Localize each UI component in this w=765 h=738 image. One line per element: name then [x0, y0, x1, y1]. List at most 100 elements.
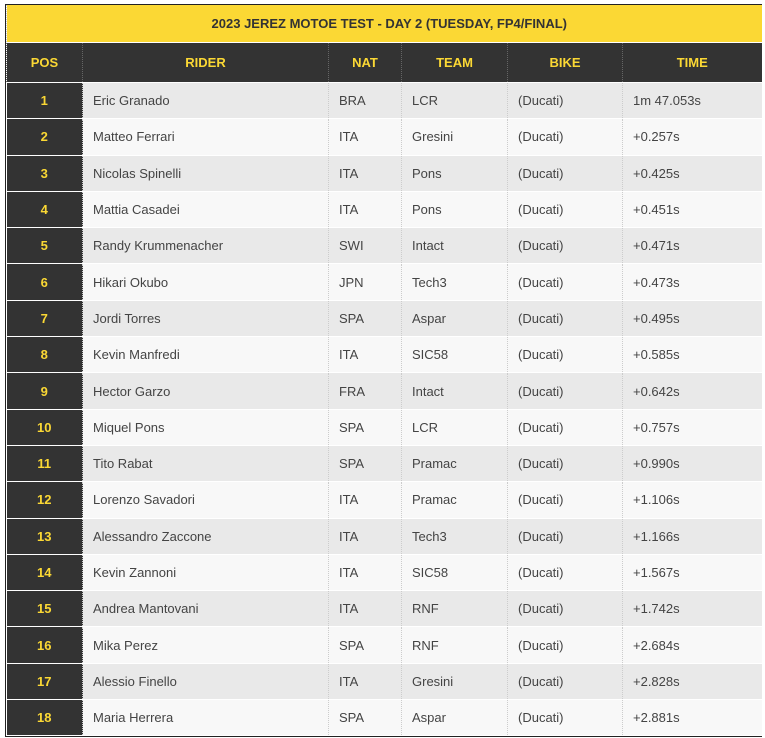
- cell-pos: 17: [6, 663, 83, 700]
- cell-rider: Tito Rabat: [82, 445, 329, 482]
- cell-pos: 2: [6, 118, 83, 156]
- cell-bike: (Ducati): [507, 155, 623, 192]
- cell-pos: 10: [6, 409, 83, 446]
- cell-rider: Kevin Manfredi: [82, 336, 329, 373]
- cell-pos: 12: [6, 481, 83, 519]
- cell-team: Aspar: [401, 300, 508, 337]
- results-table: 2023 JEREZ MOTOE TEST - DAY 2 (TUESDAY, …: [5, 5, 762, 736]
- cell-bike: (Ducati): [507, 372, 623, 410]
- cell-time: +0.495s: [621, 300, 762, 337]
- cell-bike: (Ducati): [507, 191, 623, 228]
- cell-nat: ITA: [328, 481, 402, 519]
- cell-nat: SPA: [328, 626, 402, 664]
- cell-bike: (Ducati): [507, 227, 623, 264]
- cell-nat: ITA: [328, 518, 402, 555]
- cell-team: Pons: [401, 191, 508, 228]
- cell-rider: Miquel Pons: [82, 409, 329, 446]
- cell-rider: Nicolas Spinelli: [82, 155, 329, 192]
- cell-rider: Alessandro Zaccone: [82, 518, 329, 555]
- table-row: 12 Lorenzo Savadori ITA Pramac (Ducati) +1.10…: [6, 481, 762, 519]
- cell-team: Pramac: [401, 481, 508, 519]
- cell-nat: SPA: [328, 409, 402, 446]
- cell-team: Tech3: [401, 518, 508, 555]
- cell-time: +0.757s: [621, 409, 762, 446]
- cell-time: +1.166s: [621, 518, 762, 555]
- cell-bike: (Ducati): [507, 263, 623, 301]
- cell-team: Gresini: [401, 663, 508, 700]
- cell-nat: ITA: [328, 663, 402, 700]
- header-rider: RIDER: [82, 42, 329, 83]
- cell-nat: SPA: [328, 699, 402, 736]
- cell-pos: 13: [6, 518, 83, 555]
- table-row: 9 Hector Garzo FRA Intact (Ducati) +0.642s: [6, 372, 762, 410]
- table-title: 2023 JEREZ MOTOE TEST - DAY 2 (TUESDAY, …: [5, 5, 762, 43]
- cell-pos: 1: [6, 82, 83, 119]
- table-row: 6 Hikari Okubo JPN Tech3 (Ducati) +0.473s: [6, 263, 762, 301]
- cell-rider: Andrea Mantovani: [82, 590, 329, 627]
- cell-nat: ITA: [328, 118, 402, 156]
- cell-bike: (Ducati): [507, 409, 623, 446]
- cell-pos: 11: [6, 445, 83, 482]
- cell-time: +1.567s: [621, 554, 762, 591]
- cell-rider: Lorenzo Savadori: [82, 481, 329, 519]
- cell-time: +2.684s: [621, 626, 762, 664]
- table-row: 11 Tito Rabat SPA Pramac (Ducati) +0.990s: [6, 445, 762, 482]
- cell-team: LCR: [401, 82, 508, 119]
- cell-bike: (Ducati): [507, 663, 623, 700]
- cell-time: +0.585s: [621, 336, 762, 373]
- cell-time: +0.425s: [621, 155, 762, 192]
- table-row: 2 Matteo Ferrari ITA Gresini (Ducati) +0.257s: [6, 118, 762, 156]
- cell-time: +0.451s: [621, 191, 762, 228]
- cell-pos: 15: [6, 590, 83, 627]
- cell-rider: Maria Herrera: [82, 699, 329, 736]
- cell-nat: SWI: [328, 227, 402, 264]
- cell-team: Pramac: [401, 445, 508, 482]
- cell-bike: (Ducati): [507, 554, 623, 591]
- cell-team: SIC58: [401, 336, 508, 373]
- cell-pos: 8: [6, 336, 83, 373]
- cell-time: +0.257s: [621, 118, 762, 156]
- results-table-container: 2023 JEREZ MOTOE TEST - DAY 2 (TUESDAY, …: [5, 4, 762, 738]
- table-row: 13 Alessandro Zaccone ITA Tech3 (Ducati) +1.1…: [6, 518, 762, 555]
- cell-rider: Eric Granado: [82, 82, 329, 119]
- cell-team: SIC58: [401, 554, 508, 591]
- header-team: TEAM: [401, 42, 508, 83]
- cell-time: +0.473s: [621, 263, 762, 301]
- cell-nat: ITA: [328, 554, 402, 591]
- cell-time: +0.990s: [621, 445, 762, 482]
- cell-pos: 5: [6, 227, 83, 264]
- cell-time: +2.828s: [621, 663, 762, 700]
- cell-pos: 3: [6, 155, 83, 192]
- cell-pos: 4: [6, 191, 83, 228]
- cell-nat: FRA: [328, 372, 402, 410]
- cell-bike: (Ducati): [507, 336, 623, 373]
- cell-time: +1.742s: [621, 590, 762, 627]
- cell-nat: ITA: [328, 590, 402, 627]
- cell-nat: SPA: [328, 445, 402, 482]
- cell-rider: Alessio Finello: [82, 663, 329, 700]
- table-row: 8 Kevin Manfredi ITA SIC58 (Ducati) +0.585s: [6, 336, 762, 373]
- header-nat: NAT: [328, 42, 402, 83]
- cell-team: Aspar: [401, 699, 508, 736]
- cell-rider: Hector Garzo: [82, 372, 329, 410]
- table-row: 3 Nicolas Spinelli ITA Pons (Ducati) +0.425s: [6, 155, 762, 192]
- table-row: 15 Andrea Mantovani ITA RNF (Ducati) +1.742s: [6, 590, 762, 627]
- cell-bike: (Ducati): [507, 445, 623, 482]
- cell-time: 1m 47.053s: [621, 82, 762, 119]
- cell-rider: Mika Perez: [82, 626, 329, 664]
- cell-rider: Matteo Ferrari: [82, 118, 329, 156]
- cell-team: Gresini: [401, 118, 508, 156]
- cell-rider: Hikari Okubo: [82, 263, 329, 301]
- cell-bike: (Ducati): [507, 699, 623, 736]
- cell-team: Tech3: [401, 263, 508, 301]
- cell-bike: (Ducati): [507, 300, 623, 337]
- table-row: 10 Miquel Pons SPA LCR (Ducati) +0.757s: [6, 409, 762, 446]
- cell-bike: (Ducati): [507, 518, 623, 555]
- cell-time: +0.642s: [621, 372, 762, 410]
- table-row: 5 Randy Krummenacher SWI Intact (Ducati) +0.4…: [6, 227, 762, 264]
- cell-time: +1.106s: [621, 481, 762, 519]
- cell-nat: ITA: [328, 155, 402, 192]
- cell-team: LCR: [401, 409, 508, 446]
- cell-bike: (Ducati): [507, 590, 623, 627]
- cell-nat: ITA: [328, 191, 402, 228]
